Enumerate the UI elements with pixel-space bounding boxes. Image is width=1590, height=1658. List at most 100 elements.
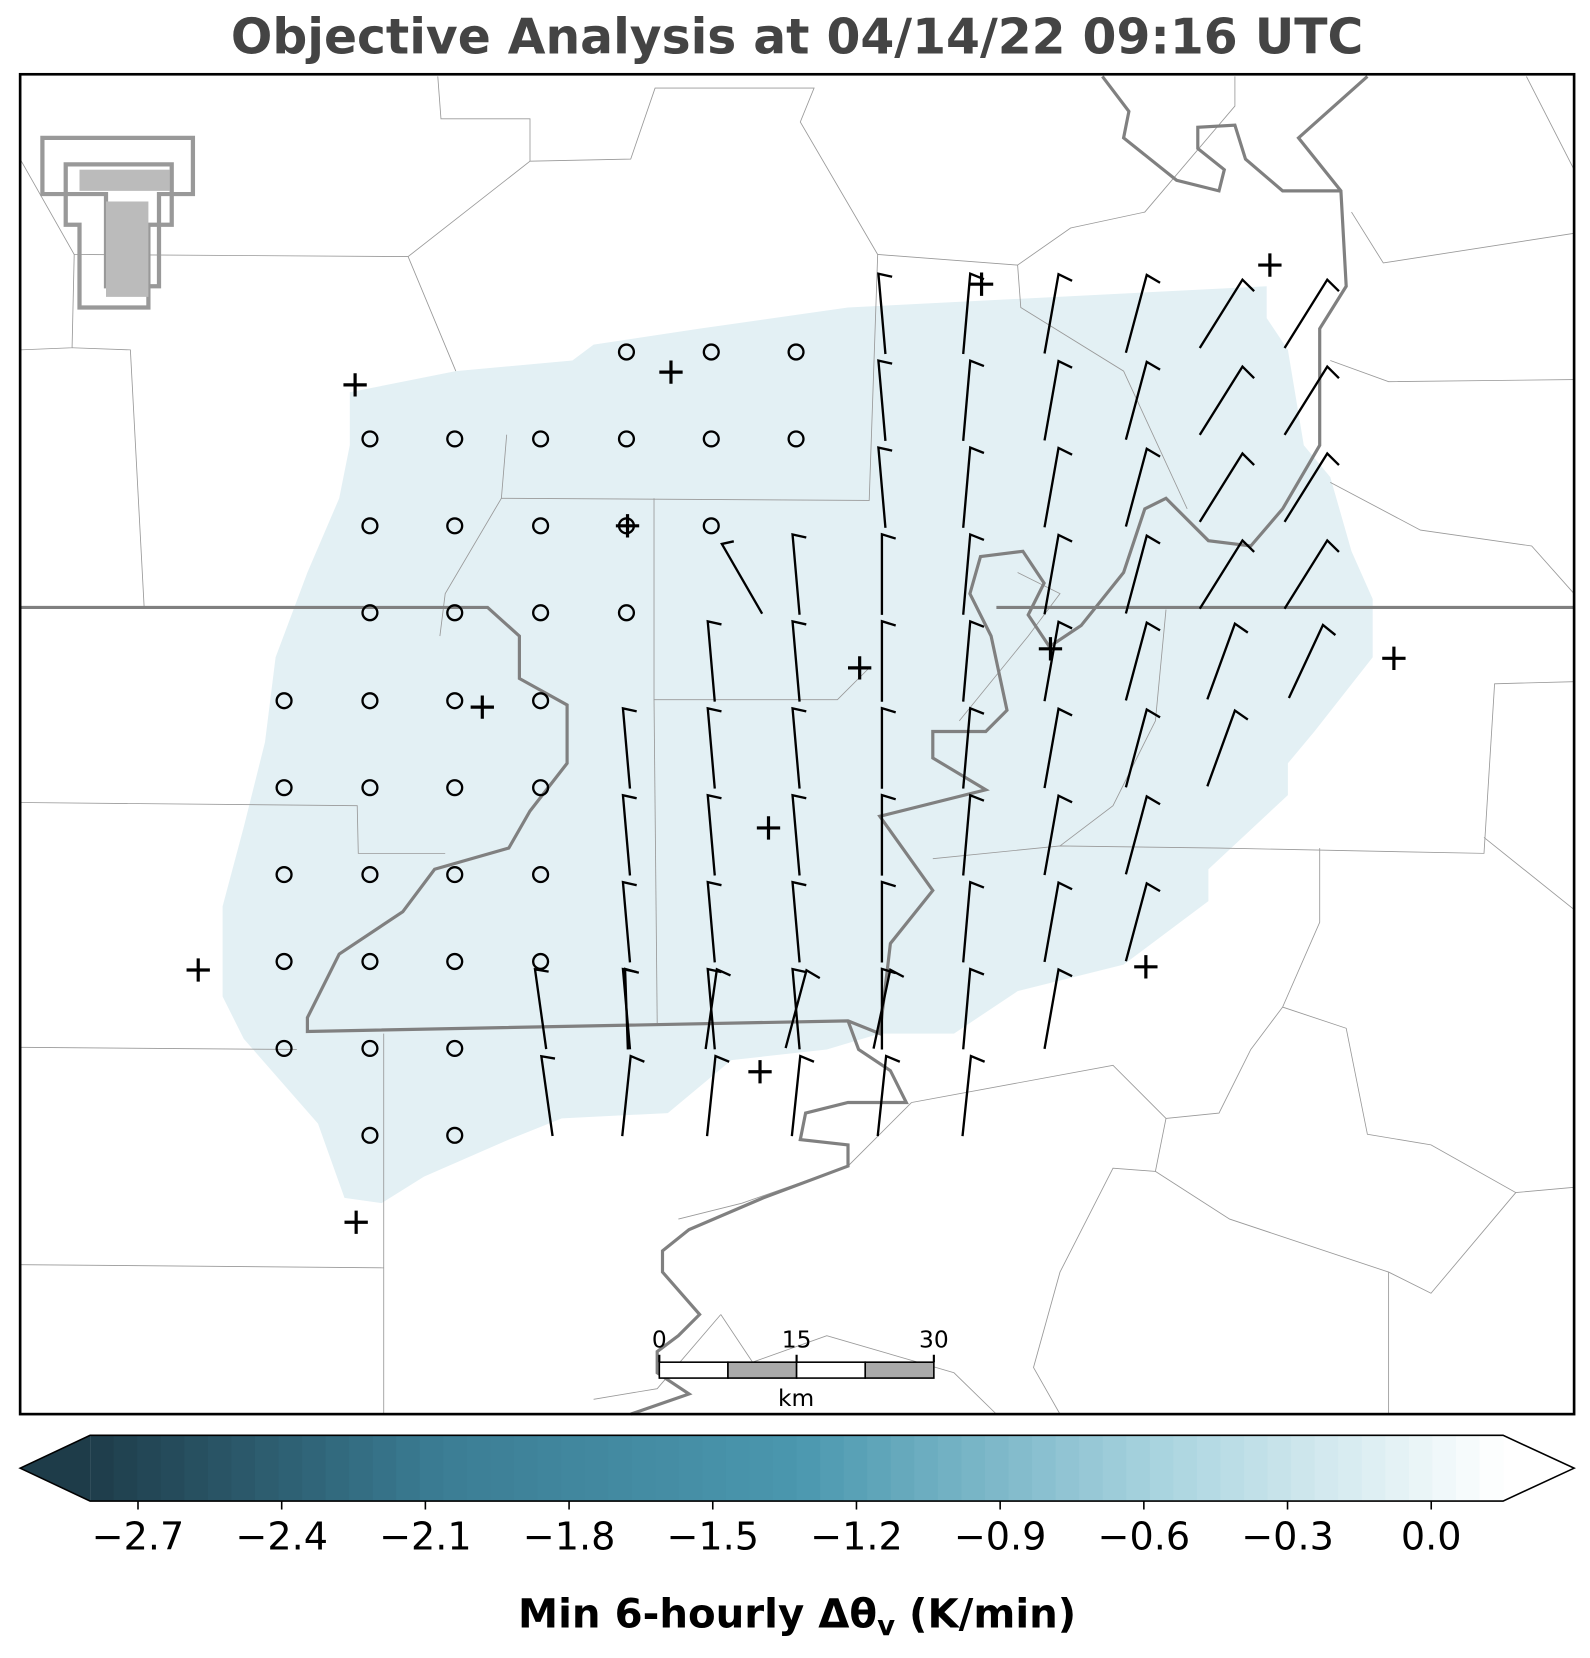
colorbar-band bbox=[537, 1435, 562, 1502]
wind-barb bbox=[706, 880, 722, 963]
colorbar-band bbox=[725, 1435, 751, 1502]
map-frame bbox=[18, 72, 1576, 1416]
wind-barb bbox=[720, 540, 764, 615]
wind-barb bbox=[880, 880, 897, 963]
colorbar-band bbox=[1267, 1435, 1292, 1502]
wind-barb bbox=[621, 793, 637, 876]
scale-bar: km 0 15 30 bbox=[652, 1326, 949, 1411]
calm-station bbox=[275, 779, 293, 797]
wind-barb bbox=[880, 793, 897, 876]
colorbar-band bbox=[914, 1435, 939, 1502]
colorbar-band bbox=[1055, 1435, 1080, 1502]
wind-barb bbox=[790, 1054, 815, 1137]
wind-barb bbox=[706, 706, 722, 789]
wind-barb bbox=[533, 967, 549, 1050]
wind-barb bbox=[962, 445, 985, 528]
wind-barb bbox=[962, 793, 985, 876]
wind-barb bbox=[539, 1054, 556, 1137]
calm-station bbox=[702, 517, 720, 535]
colorbar-band bbox=[1408, 1435, 1434, 1502]
colorbar-band bbox=[372, 1435, 397, 1502]
colorbar-band bbox=[1149, 1435, 1175, 1502]
calm-station bbox=[532, 779, 550, 797]
wind-barb bbox=[705, 1054, 730, 1137]
wind-barb bbox=[1124, 707, 1161, 788]
wind-barb bbox=[1283, 538, 1340, 610]
calm-station bbox=[361, 430, 379, 448]
colorbar-band bbox=[184, 1435, 209, 1502]
colorbar-band bbox=[443, 1435, 468, 1502]
wind-barb bbox=[962, 706, 985, 789]
scale-segment bbox=[658, 1361, 729, 1379]
wind-barb bbox=[1198, 538, 1255, 610]
colorbar-band bbox=[160, 1435, 185, 1502]
colorbar-band bbox=[1008, 1435, 1033, 1502]
colorbar-band bbox=[419, 1435, 444, 1502]
wind-barb bbox=[962, 619, 985, 702]
calm-station bbox=[446, 865, 464, 884]
colorbar-band bbox=[137, 1435, 162, 1502]
colorbar-tick-label: 0.0 bbox=[1401, 1515, 1462, 1559]
missing-station bbox=[748, 1060, 772, 1084]
wind-barb bbox=[791, 793, 807, 876]
colorbar-extend-low bbox=[20, 1435, 91, 1502]
wind-barb bbox=[1124, 881, 1161, 962]
label-text: (K/min) bbox=[895, 1592, 1076, 1638]
missing-station bbox=[969, 272, 994, 296]
calm-station bbox=[532, 604, 550, 622]
colorbar-label: Min 6-hourly Δθv (K/min) bbox=[518, 1592, 1076, 1643]
calm-station bbox=[617, 343, 636, 361]
wind-barb bbox=[1043, 272, 1073, 354]
colorbar-band bbox=[1079, 1435, 1104, 1502]
missing-station bbox=[659, 360, 683, 384]
calm-station bbox=[617, 430, 636, 448]
scale-unit: km bbox=[778, 1385, 814, 1412]
calm-station bbox=[446, 1126, 464, 1144]
calm-station bbox=[446, 604, 464, 622]
colorbar-band bbox=[890, 1435, 915, 1502]
colorbar-band bbox=[937, 1435, 963, 1502]
colorbar-band bbox=[584, 1435, 609, 1502]
calm-station bbox=[361, 779, 379, 797]
colorbar-band bbox=[325, 1435, 350, 1502]
missing-station bbox=[615, 514, 640, 538]
wind-barb bbox=[621, 1054, 645, 1137]
scale-segment bbox=[795, 1361, 867, 1379]
calm-station bbox=[361, 865, 379, 884]
colorbar-band bbox=[90, 1435, 115, 1502]
colorbar-band bbox=[820, 1435, 845, 1502]
calm-station bbox=[275, 1039, 293, 1058]
colorbar-band bbox=[655, 1435, 680, 1502]
wind-barb bbox=[1206, 708, 1249, 787]
wind-barb bbox=[962, 967, 985, 1050]
wind-barb bbox=[962, 358, 985, 441]
colorbar-band bbox=[1361, 1435, 1386, 1502]
colorbar-band bbox=[1196, 1435, 1222, 1502]
colorbar-band bbox=[513, 1435, 539, 1502]
wind-barb bbox=[1124, 273, 1161, 354]
calm-station bbox=[361, 692, 379, 710]
colorbar-band bbox=[490, 1435, 515, 1502]
colorbar-band bbox=[1102, 1435, 1127, 1502]
colorbar-band bbox=[843, 1435, 868, 1502]
calm-station bbox=[532, 517, 550, 535]
missing-station bbox=[186, 958, 210, 982]
colorbar-tick-label: −0.9 bbox=[954, 1515, 1047, 1559]
missing-station bbox=[470, 695, 494, 719]
wind-barb bbox=[1198, 451, 1255, 523]
colorbar-extend-high bbox=[1503, 1435, 1575, 1502]
wind-barb bbox=[791, 532, 807, 615]
missing-station bbox=[343, 373, 367, 397]
wind-barb bbox=[877, 446, 893, 528]
calm-station bbox=[361, 604, 379, 622]
wind-barb bbox=[880, 706, 897, 789]
calm-station bbox=[361, 1039, 379, 1058]
wind-barb bbox=[877, 272, 893, 355]
colorbar-band bbox=[561, 1435, 586, 1502]
title: Objective Analysis at 04/14/22 09:16 UTC bbox=[231, 9, 1363, 65]
wind-barb bbox=[1043, 880, 1073, 963]
colorbar-band bbox=[349, 1435, 374, 1502]
colorbar-band bbox=[1032, 1435, 1057, 1502]
wind-barb bbox=[1043, 533, 1073, 615]
